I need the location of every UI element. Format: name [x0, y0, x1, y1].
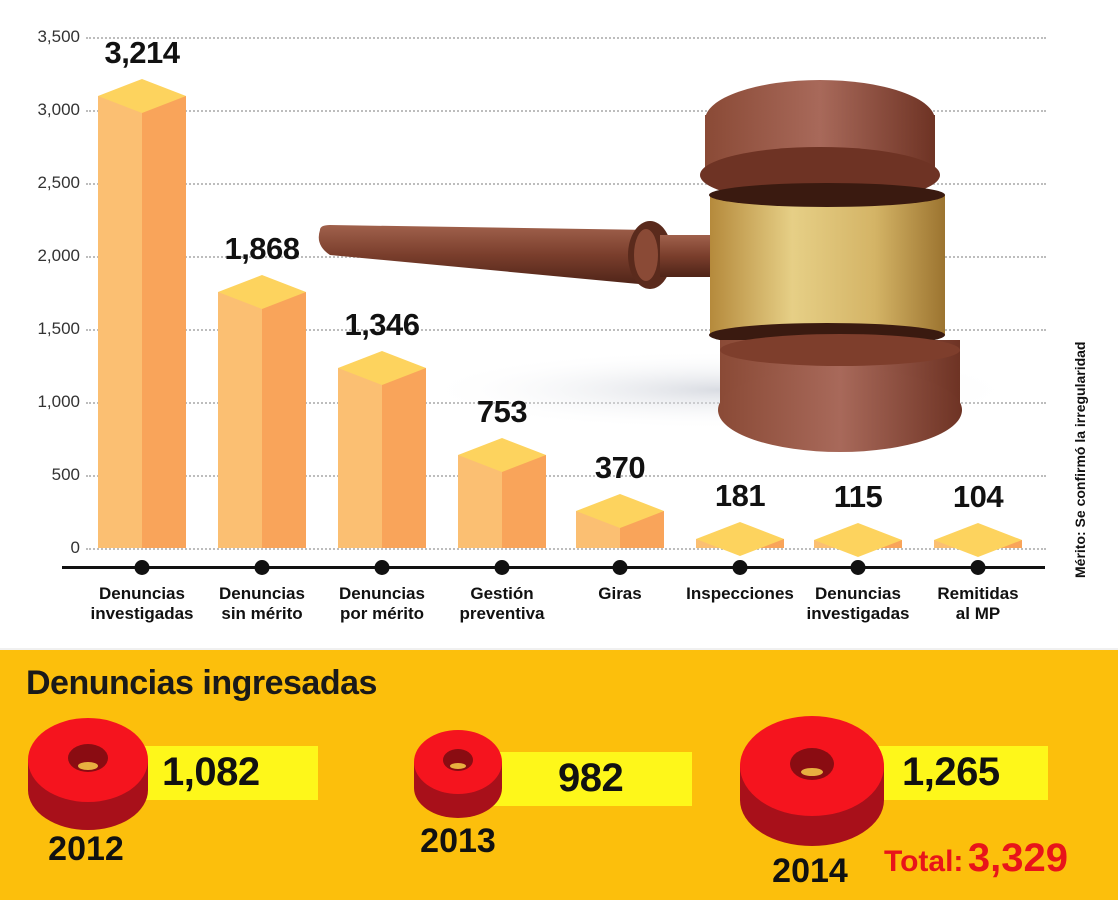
bar-value-label: 1,346	[344, 307, 420, 343]
x-axis-dot	[134, 560, 150, 575]
bar-value-label: 753	[476, 394, 528, 430]
gridline	[86, 548, 1046, 550]
gridline	[86, 183, 1046, 185]
x-axis-dot	[732, 560, 748, 575]
total-value: 3,329	[967, 836, 1068, 880]
gridline	[86, 329, 1046, 331]
total-label: Total:	[884, 845, 964, 878]
value-2012: 1,082	[162, 750, 260, 794]
x-category-label: Remitidas al MP	[937, 584, 1019, 623]
bar	[338, 351, 426, 548]
x-axis-dot	[970, 560, 986, 575]
x-axis-dot	[494, 560, 510, 575]
x-axis-dot	[374, 560, 390, 575]
bar	[696, 521, 784, 556]
bar	[934, 523, 1022, 557]
x-category-label: Inspecciones	[686, 584, 794, 603]
bar-value-label: 104	[952, 479, 1004, 514]
total: Total: 3,329	[884, 836, 1068, 881]
gavel-icon	[318, 80, 1000, 452]
bar	[218, 275, 306, 548]
red-donut-icon	[740, 716, 884, 846]
merit-footnote: Mérito: Se confirmó la irregularidad	[1072, 341, 1088, 579]
value-box-2012: 1,082	[140, 746, 318, 800]
red-donut-icon	[414, 730, 502, 818]
value-2014: 1,265	[902, 750, 1000, 794]
x-axis-dot	[850, 560, 866, 575]
y-tick-label: 1,000	[37, 392, 80, 411]
x-category-label: Denuncias investigadas	[806, 584, 910, 623]
bar-value-label: 370	[594, 449, 646, 485]
bar-value-label: 1,868	[224, 231, 300, 267]
year-label-2012: 2012	[48, 830, 124, 868]
bar	[98, 78, 186, 548]
y-tick-label: 0	[70, 538, 80, 557]
red-donut-icon	[28, 718, 148, 830]
x-category-label: Denuncias por mérito	[339, 584, 425, 623]
y-tick-label: 2,000	[37, 246, 80, 265]
bar	[576, 493, 664, 548]
bar-value-label: 181	[714, 477, 766, 513]
bar-chart: 0 500 1,000 1,500 2,000 2,500 3,000 3,500	[37, 27, 1088, 623]
value-box-2013: 982	[470, 752, 692, 806]
panel-title: Denuncias ingresadas	[26, 664, 377, 702]
gridline	[86, 110, 1046, 112]
y-tick-label: 2,500	[37, 173, 80, 192]
bar-value-label: 115	[833, 479, 883, 514]
y-tick-label: 1,500	[37, 319, 80, 338]
y-tick-label: 500	[51, 465, 80, 484]
gridline	[86, 475, 1046, 477]
x-category-label: Gestión preventiva	[459, 584, 545, 623]
bar-value-label: 3,214	[104, 34, 180, 70]
denuncias-ingresadas-panel: Denuncias ingresadas 1,082 2012 982 2013…	[0, 648, 1118, 900]
x-axis-dot	[612, 560, 628, 575]
x-category-label: Denuncias sin mérito	[219, 584, 305, 623]
bar	[458, 438, 546, 548]
x-category-label: Denuncias investigadas	[90, 584, 194, 623]
bar	[814, 523, 902, 557]
value-box-2014: 1,265	[872, 746, 1048, 800]
year-label-2013: 2013	[420, 822, 496, 860]
gridline	[86, 37, 1046, 39]
y-tick-label: 3,000	[37, 100, 80, 119]
x-axis-dot	[254, 560, 270, 575]
x-axis-line	[62, 566, 1045, 569]
value-2013: 982	[558, 756, 624, 800]
year-label-2014: 2014	[772, 852, 848, 890]
x-category-label: Giras	[598, 584, 642, 603]
y-tick-label: 3,500	[37, 27, 80, 46]
